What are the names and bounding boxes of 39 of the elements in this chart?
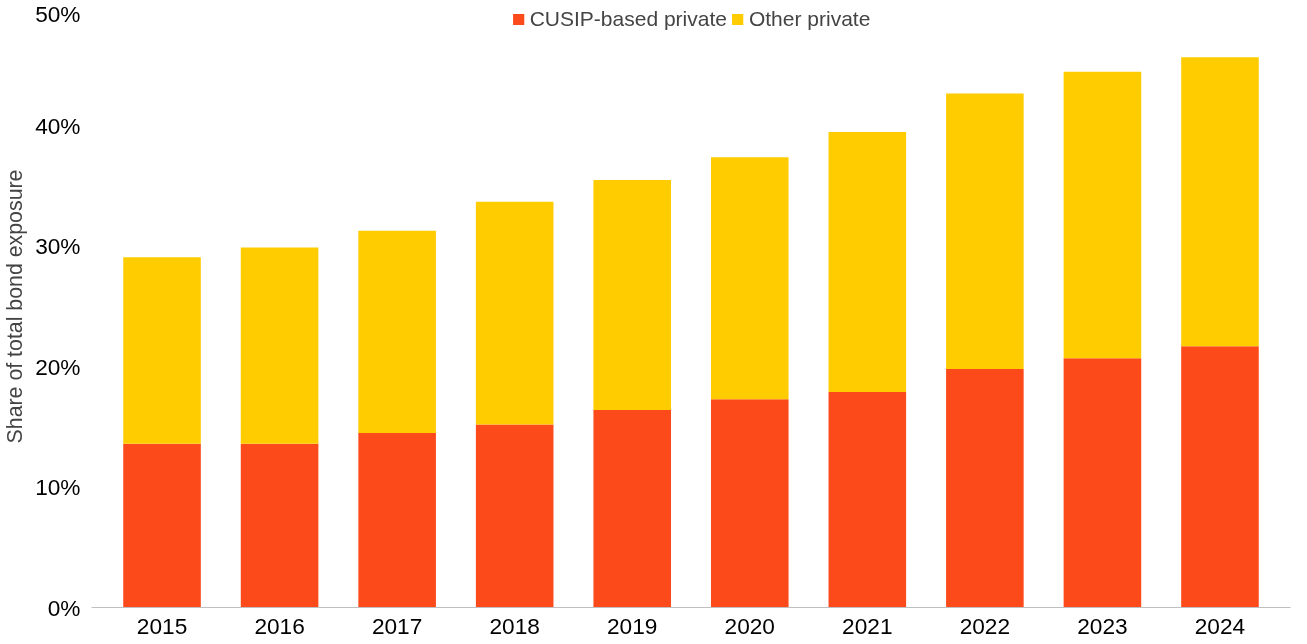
bar bbox=[123, 443, 201, 608]
x-tick-label: 2017 bbox=[371, 612, 423, 639]
bar bbox=[828, 131, 907, 392]
bar bbox=[475, 424, 554, 608]
y-tick-label: 50% bbox=[35, 0, 81, 27]
bar bbox=[1063, 358, 1142, 608]
y-tick-label: 30% bbox=[35, 233, 81, 260]
legend-label: CUSIP-based private bbox=[529, 7, 727, 31]
bar bbox=[593, 180, 672, 411]
x-tick-label: 2022 bbox=[959, 612, 1011, 639]
bar bbox=[710, 157, 789, 400]
bar bbox=[240, 247, 319, 444]
bar bbox=[1181, 346, 1259, 608]
bar bbox=[358, 230, 436, 433]
y-tick-label: 40% bbox=[35, 112, 81, 139]
y-tick-label: 20% bbox=[35, 353, 81, 380]
y-axis-title: Share of total bond exposure bbox=[3, 169, 28, 444]
x-tick-label: 2018 bbox=[489, 612, 540, 639]
x-tick-label: 2020 bbox=[724, 612, 775, 639]
bar bbox=[1063, 71, 1142, 359]
bar bbox=[593, 410, 672, 608]
x-tick-label: 2024 bbox=[1194, 612, 1246, 639]
bar bbox=[475, 201, 554, 425]
x-tick-label: 2016 bbox=[254, 612, 305, 639]
y-tick-label: 0% bbox=[47, 594, 81, 621]
x-tick-label: 2023 bbox=[1077, 612, 1128, 639]
x-tick-label: 2015 bbox=[136, 612, 188, 639]
bar bbox=[358, 432, 436, 608]
bar bbox=[1181, 57, 1259, 347]
x-tick-label: 2019 bbox=[607, 612, 658, 639]
bar bbox=[123, 257, 201, 444]
legend-label: Other private bbox=[748, 7, 871, 31]
bar bbox=[946, 93, 1024, 370]
y-tick-label: 10% bbox=[35, 474, 81, 501]
bar bbox=[240, 443, 319, 608]
bar bbox=[828, 391, 907, 608]
x-tick-label: 2021 bbox=[842, 612, 893, 639]
bar bbox=[946, 369, 1024, 608]
bar bbox=[710, 399, 789, 608]
